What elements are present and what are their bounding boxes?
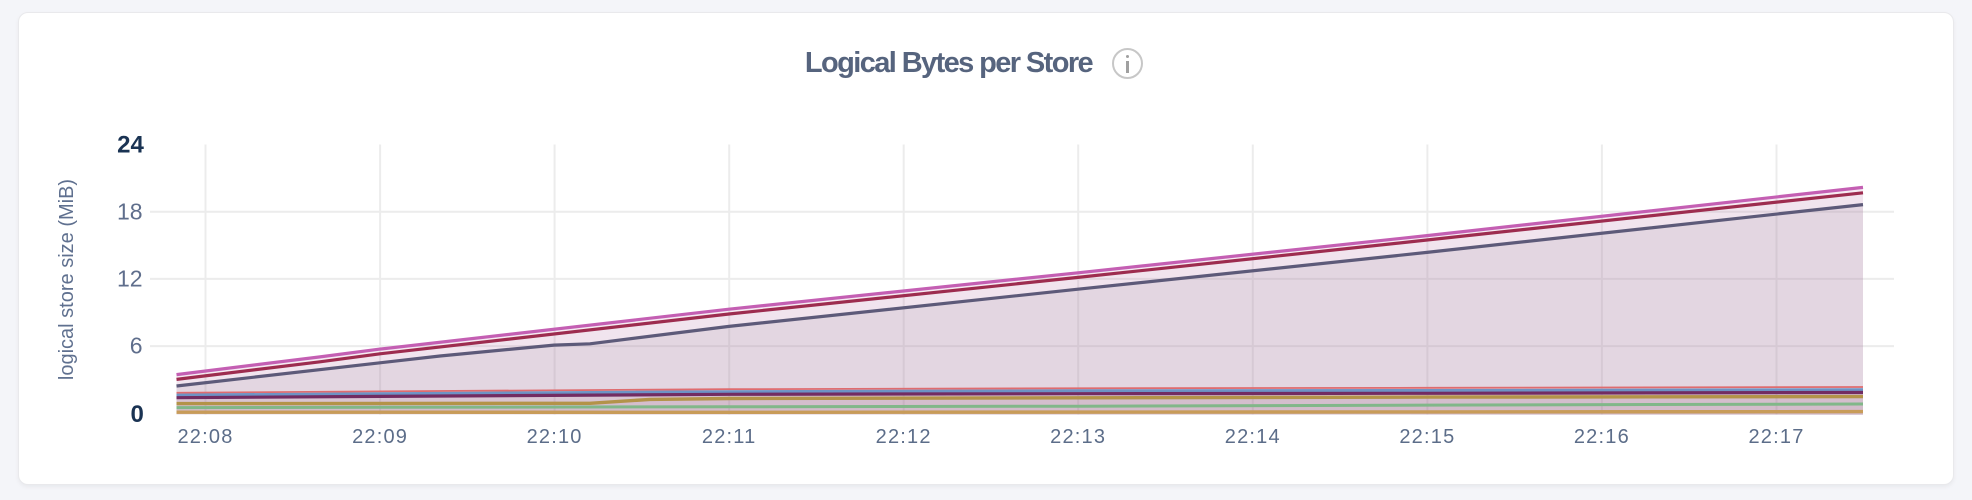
svg-text:22:17: 22:17: [1748, 426, 1804, 448]
svg-text:12: 12: [117, 266, 143, 292]
svg-text:24: 24: [117, 132, 144, 159]
svg-text:22:08: 22:08: [177, 426, 233, 448]
svg-text:18: 18: [117, 199, 143, 225]
svg-text:22:16: 22:16: [1574, 426, 1630, 448]
svg-text:22:13: 22:13: [1050, 426, 1106, 448]
svg-text:22:11: 22:11: [702, 426, 757, 448]
svg-text:22:10: 22:10: [527, 426, 583, 448]
svg-text:22:12: 22:12: [876, 426, 932, 448]
svg-text:logical store size (MiB): logical store size (MiB): [56, 179, 78, 380]
svg-text:22:09: 22:09: [352, 426, 408, 448]
svg-text:6: 6: [130, 333, 143, 359]
svg-text:22:14: 22:14: [1225, 426, 1281, 448]
svg-text:0: 0: [130, 401, 143, 428]
svg-text:22:15: 22:15: [1399, 426, 1455, 448]
